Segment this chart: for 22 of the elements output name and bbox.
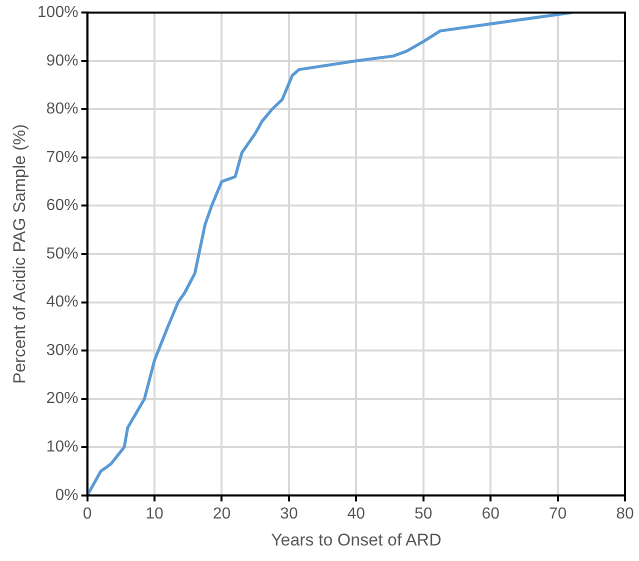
x-tick-label: 40 bbox=[347, 505, 366, 522]
y-tick-label: 0% bbox=[55, 486, 78, 504]
y-tick-label: 20% bbox=[46, 390, 78, 408]
x-tick-label: 60 bbox=[482, 505, 500, 522]
x-axis-title: Years to Onset of ARD bbox=[270, 530, 442, 550]
x-tick-label: 80 bbox=[616, 505, 634, 522]
y-tick-label: 60% bbox=[46, 197, 78, 214]
y-tick-label: 30% bbox=[46, 342, 78, 359]
x-tick-label: 70 bbox=[548, 505, 567, 522]
x-tick-label: 10 bbox=[146, 505, 164, 522]
y-tick-label: 10% bbox=[46, 438, 78, 456]
y-tick-label: 100% bbox=[37, 4, 78, 22]
y-tick-label: 90% bbox=[46, 52, 78, 70]
y-tick-label: 50% bbox=[46, 245, 78, 262]
y-tick-label: 70% bbox=[46, 148, 78, 166]
x-tick-label: 20 bbox=[212, 505, 231, 522]
x-tick-label: 0 bbox=[82, 505, 92, 522]
x-tick-label: 30 bbox=[280, 505, 298, 522]
y-tick-label: 40% bbox=[46, 294, 78, 311]
x-tick-label: 50 bbox=[414, 505, 432, 522]
y-tick-label: 80% bbox=[46, 100, 78, 118]
y-axis-title: Percent of Acidic PAG Sample (%) bbox=[10, 124, 29, 384]
